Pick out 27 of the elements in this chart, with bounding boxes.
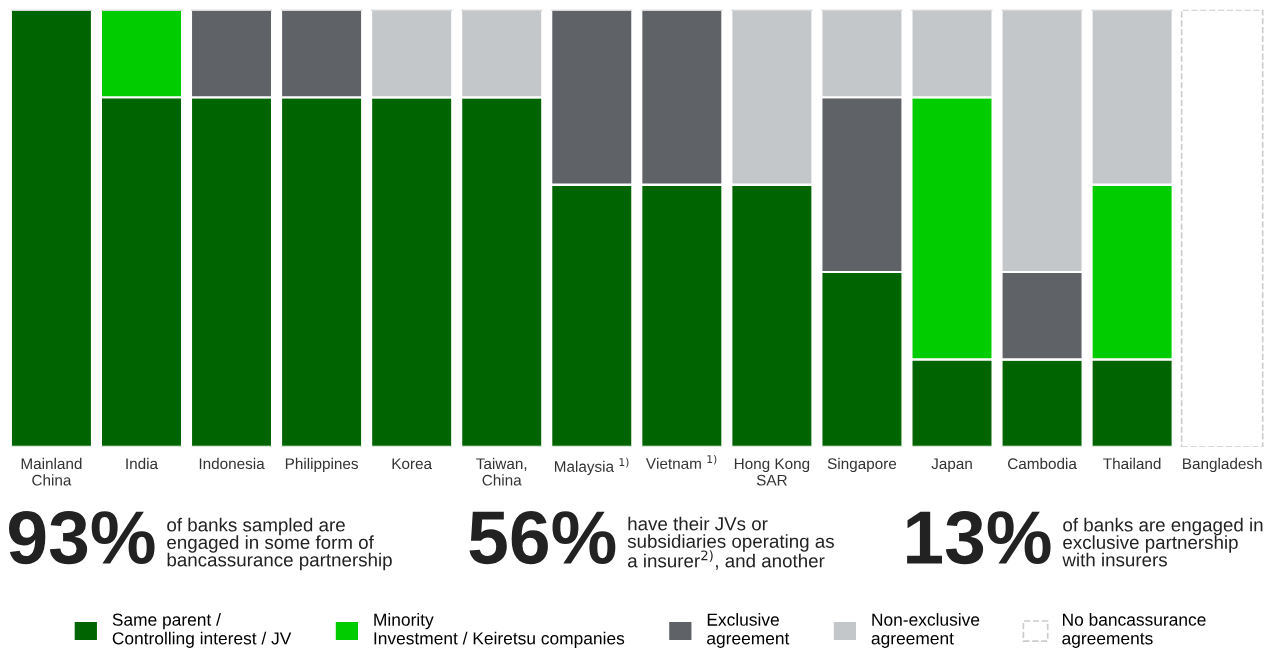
bar [9,9,93,447]
x-tick-label: Korea [392,458,433,470]
x-tick-label: Hong Kong SAR [734,458,810,486]
x-tick-label: Indonesia [199,457,265,470]
text: of banks sampled are engaged in some form of bancassurance partnership [167,517,392,571]
legend-label: Non-exclusive agreement [871,613,980,648]
legend-label: Same parent / Controlling interest / JV [112,613,292,648]
x-tick-label: Cambodia [1008,457,1077,470]
legend-label: No bancassurance agreements [1062,613,1206,648]
bar [1180,9,1264,447]
text: have their JVs or subsidiaries operating as a insurer$^{2)}$, and another [627,516,834,570]
x-tick-label: Vietnam $^{1)}$ [645,454,717,469]
x-tick-label: Philippines [285,457,358,473]
x-tick-label: Mainland China [21,457,82,486]
x-tick-label: Malaysia $^{1)}$ [554,457,629,475]
text: 13% [907,511,1051,565]
text: 56% [469,511,616,565]
legend-label: Minority Investment / Keiretsu companies [374,613,625,648]
x-tick-label: Bangladesh [1183,457,1262,473]
text: 93% [9,511,155,565]
legend-label: Exclusive agreement [707,613,790,648]
x-tick-label: Japan [931,458,972,473]
text: of banks are engaged in exclusive partnership with insurers [1062,517,1263,567]
x-tick-label: Thailand [1103,457,1161,470]
x-tick-label: India [126,457,159,470]
x-tick-label: Singapore [827,457,897,473]
x-tick-label: Taiwan, China [476,457,527,486]
